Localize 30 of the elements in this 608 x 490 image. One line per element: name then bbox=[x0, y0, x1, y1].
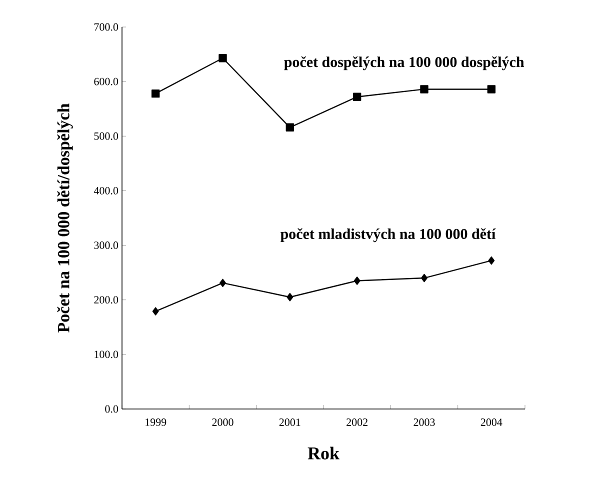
x-tick-label: 2001 bbox=[279, 418, 300, 426]
point bbox=[354, 276, 360, 285]
series-label: počet mladistvých na 100 000 dětí bbox=[280, 228, 496, 242]
point bbox=[286, 123, 294, 132]
x-tick-label: 1999 bbox=[146, 418, 166, 426]
point bbox=[218, 54, 227, 62]
point bbox=[220, 278, 226, 288]
x-tick-label: 2003 bbox=[414, 418, 435, 426]
y-tick-label: 600.0 bbox=[94, 78, 118, 86]
point bbox=[420, 85, 428, 94]
point bbox=[421, 274, 428, 282]
x-tick-label: 2002 bbox=[346, 418, 368, 426]
y-tick-label: 400.0 bbox=[94, 186, 118, 194]
y-tick-label: 500.0 bbox=[94, 132, 118, 140]
point bbox=[488, 256, 495, 265]
y-tick-label: 0.0 bbox=[105, 405, 118, 413]
x-tick-label: 2004 bbox=[480, 418, 502, 426]
series-label: počet dospělých na 100 000 dospělých bbox=[284, 56, 524, 70]
y-tick-label: 200.0 bbox=[94, 296, 118, 304]
y-axis-title: Počet na 100 000 dětí/dospělých bbox=[57, 104, 73, 332]
x-axis-title: Rok bbox=[308, 446, 340, 460]
point bbox=[352, 92, 362, 101]
point bbox=[152, 307, 159, 316]
x-tick-label: 2000 bbox=[212, 418, 234, 426]
y-tick-label: 700.0 bbox=[94, 23, 118, 31]
y-tick-label: 100.0 bbox=[94, 350, 118, 358]
point bbox=[487, 85, 496, 94]
point bbox=[151, 89, 160, 98]
point bbox=[286, 293, 294, 302]
y-tick-label: 300.0 bbox=[94, 242, 118, 250]
